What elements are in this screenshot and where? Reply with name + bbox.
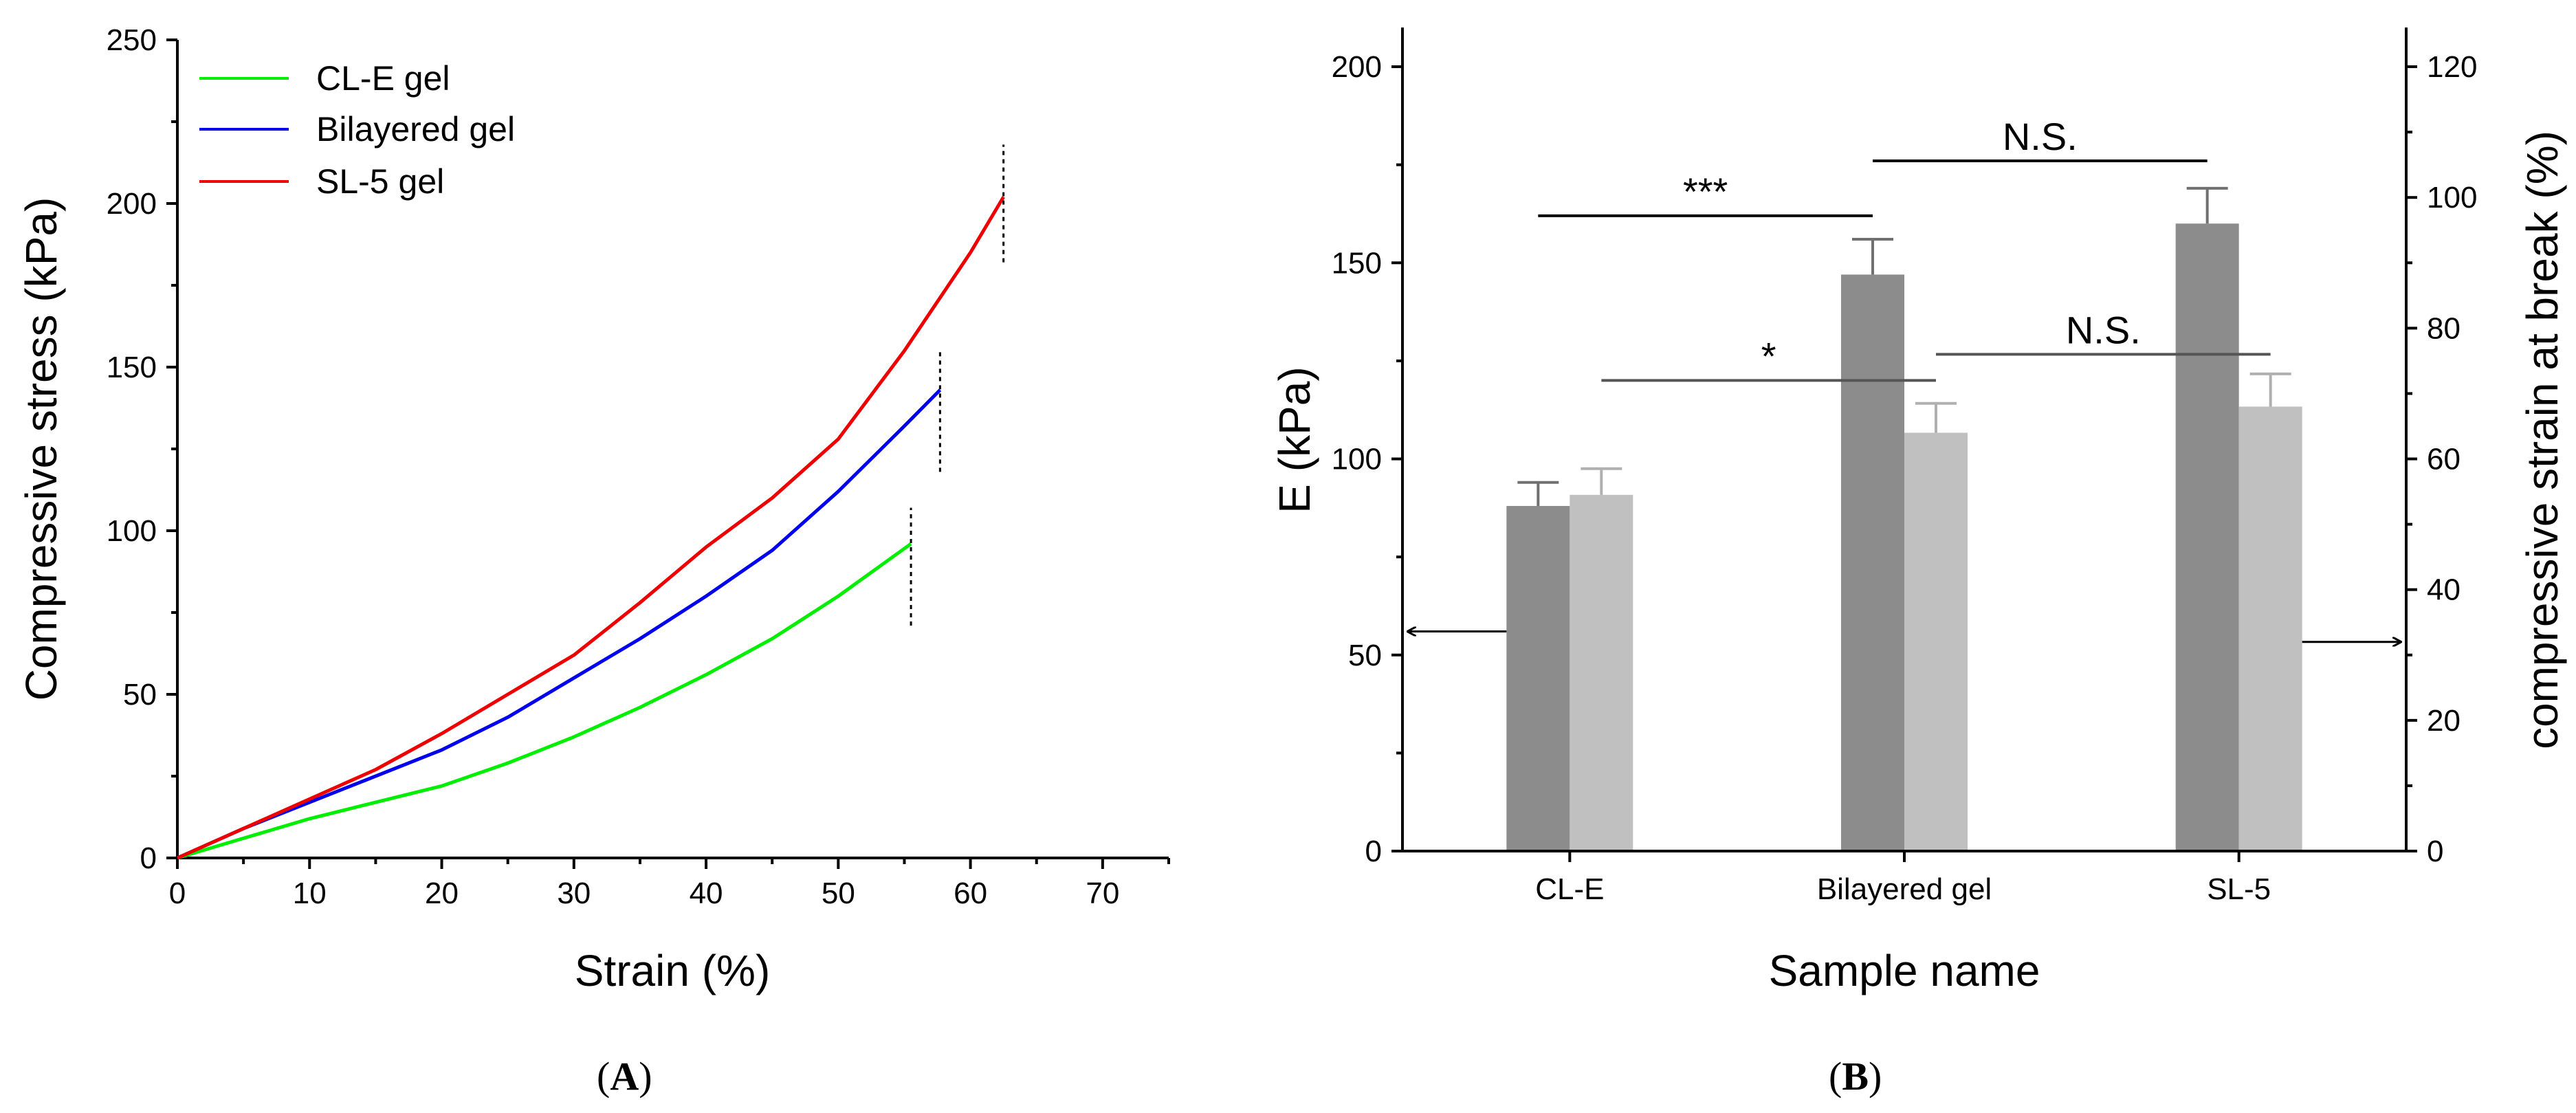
b-right-tick-label-20: 20 [2427,704,2461,738]
b-category-label-bilayered-gel: Bilayered gel [1817,872,1992,906]
panel-b-significance: *** N.S. * N.S. [1538,115,2271,382]
legend-label-cl-e: CL-E gel [316,59,450,98]
panel-b-x-axis-title: Sample name [1769,946,2040,995]
series-line-bilayered-gel [176,388,942,860]
a-x-tick-label-20: 20 [425,877,459,910]
a-x-tick-label-10: 10 [293,877,327,910]
bar-sl-5-modulus [2175,223,2239,851]
b-left-tick-label-50: 50 [1348,639,1382,672]
b-right-tick-label-100: 100 [2427,181,2477,214]
panel-b-left-y-axis-title: E (kPa) [1270,366,1319,513]
bar-cl-e-modulus [1506,505,1570,851]
a-x-tick-label-50: 50 [822,877,855,910]
b-left-tick-label-200: 200 [1332,50,1382,84]
a-x-tick-label-0: 0 [169,877,186,910]
panel-b-ticks [1391,65,2417,862]
b-right-tick-label-40: 40 [2427,573,2461,607]
panel-a-chart: 0 10 20 30 40 50 60 70 0 50 100 150 200 250 CL-E gel … [16,23,1170,1099]
panel-b-label-letter: B [1842,1054,1869,1099]
panel-a-y-axis-title: Compressive stress (kPa) [16,197,66,701]
a-x-tick-label-70: 70 [1086,877,1119,910]
panel-b-label: (B) [1829,1054,1882,1099]
panel-a-label: (A) [597,1054,652,1099]
series-line-sl-5-gel [176,196,1005,860]
a-y-tick-label-50: 50 [123,678,157,712]
significance-label-3: N.S. [2066,308,2141,351]
legend-label-sl-5: SL-5 gel [316,162,444,201]
panel-b-tick-labels: 0 50 100 150 200 0 20 40 60 80 100 120 CL-E Bilayered… [1332,50,2478,906]
a-x-tick-label-30: 30 [557,877,591,910]
panel-b-chart: 0 50 100 150 200 0 20 40 60 80 100 120 CL-E Bilayered… [1270,27,2567,1099]
panel-a-tick-labels: 0 10 20 30 40 50 60 70 0 50 100 150 200 250 [107,23,1120,910]
a-y-tick-label-150: 150 [107,351,157,384]
bar-bilayered-gel-strain [1904,432,1968,851]
b-category-label-cl-e: CL-E [1535,872,1604,906]
panel-a-series [176,196,1005,860]
a-y-tick-label-250: 250 [107,23,157,57]
b-category-label-sl-5: SL-5 [2207,872,2271,906]
panel-b-axis-arrows [1408,632,2401,642]
significance-label-0: *** [1683,170,1728,213]
b-left-tick-label-100: 100 [1332,443,1382,476]
series-line-cl-e-gel [177,542,912,860]
panel-a-x-axis-title: Strain (%) [575,946,771,995]
b-right-tick-label-80: 80 [2427,311,2461,345]
b-right-tick-label-0: 0 [2427,835,2443,868]
bar-cl-e-strain [1570,494,1633,851]
bar-sl-5-strain [2238,406,2302,851]
a-y-tick-label-200: 200 [107,187,157,221]
a-x-tick-label-40: 40 [690,877,723,910]
a-y-tick-label-100: 100 [107,514,157,548]
bar-bilayered-gel-modulus [1841,274,1904,851]
b-right-tick-label-120: 120 [2427,50,2477,84]
panel-a-break-markers [910,144,1005,626]
legend-label-bilayered: Bilayered gel [316,110,515,148]
significance-label-1: N.S. [2003,115,2078,158]
panel-b-error-bars [1517,186,2291,506]
b-left-tick-label-0: 0 [1365,835,1382,868]
a-x-tick-label-60: 60 [954,877,987,910]
b-right-tick-label-60: 60 [2427,443,2461,476]
a-y-tick-label-0: 0 [140,841,157,875]
b-left-tick-label-150: 150 [1332,246,1382,280]
significance-label-2: * [1761,334,1776,377]
panel-b-right-y-axis-title: compressive strain at break (%) [2518,131,2567,749]
panel-a-label-letter: A [610,1054,639,1099]
panel-a-legend: CL-E gel Bilayered gel SL-5 gel [199,59,515,201]
panel-b-bars [1506,223,2302,851]
